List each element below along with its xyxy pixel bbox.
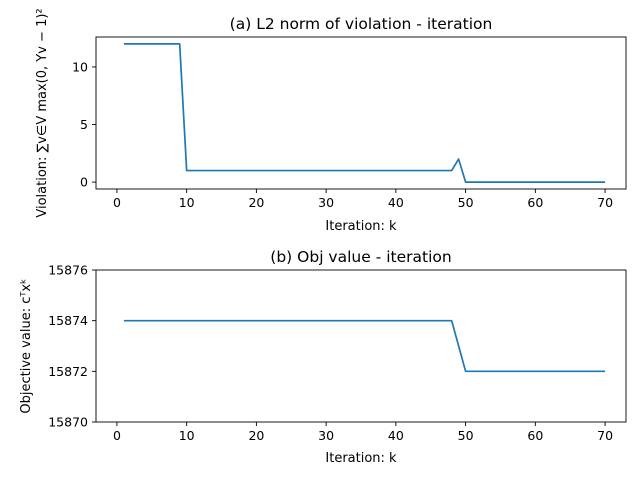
x-tick-label: 0 bbox=[113, 195, 121, 210]
series-marks bbox=[123, 43, 606, 183]
x-tick-label: 10 bbox=[179, 195, 195, 210]
y-axis-label-text: Violation: bbox=[35, 152, 50, 217]
x-tick-label: 20 bbox=[248, 428, 264, 443]
x-tick-label: 50 bbox=[458, 428, 474, 443]
chart-title: (a) L2 norm of violation - iteration bbox=[230, 15, 493, 33]
x-tick-label: 30 bbox=[318, 428, 334, 443]
x-tick-label: 40 bbox=[388, 195, 404, 210]
x-tick-label: 40 bbox=[388, 428, 404, 443]
series-line bbox=[123, 43, 606, 183]
x-tick-label: 10 bbox=[179, 428, 195, 443]
plot-frame bbox=[95, 269, 627, 423]
x-axis-label: Iteration: k bbox=[325, 451, 397, 466]
y-tick-label: 15874 bbox=[48, 313, 88, 328]
y-axis-label-text: Objective value: bbox=[19, 304, 34, 414]
x-tick-label: 0 bbox=[113, 428, 121, 443]
y-axis-label: Violation: ∑v∈V max(0, Yv − 1)² bbox=[35, 8, 50, 217]
plot-frame bbox=[95, 36, 627, 190]
y-tick-label: 5 bbox=[80, 117, 88, 132]
x-tick-label: 60 bbox=[527, 428, 543, 443]
chart-title: (b) Obj value - iteration bbox=[270, 248, 451, 266]
y-axis-label-math: ∑v∈V max(0, Yv − 1)² bbox=[35, 8, 50, 152]
y-tick-label: 15870 bbox=[48, 415, 88, 430]
y-tick-label: 15872 bbox=[48, 364, 88, 379]
series-marks bbox=[123, 319, 606, 373]
x-tick-label: 60 bbox=[527, 195, 543, 210]
x-tick-label: 20 bbox=[248, 195, 264, 210]
x-tick-label: 50 bbox=[458, 195, 474, 210]
axis-ticks: 0 10 20 30 40 50 60 70 0 5 10 bbox=[72, 59, 613, 210]
y-tick-label: 10 bbox=[72, 59, 88, 74]
series-line bbox=[123, 319, 606, 373]
y-axis-label: Objective value: cᵀxᵏ bbox=[19, 278, 34, 413]
chart-violation: (a) L2 norm of violation - iteration Ite… bbox=[35, 8, 627, 234]
y-tick-label: 0 bbox=[80, 175, 88, 190]
y-tick-label: 15876 bbox=[48, 263, 88, 278]
x-tick-label: 30 bbox=[318, 195, 334, 210]
axis-ticks: 0 10 20 30 40 50 60 70 15870 15872 15874 15876 bbox=[48, 263, 613, 444]
x-axis-label: Iteration: k bbox=[325, 219, 397, 234]
chart-objective: (b) Obj value - iteration Iteration: k O… bbox=[19, 248, 627, 466]
y-axis-label-math: cᵀxᵏ bbox=[19, 278, 34, 303]
x-tick-label: 70 bbox=[597, 195, 613, 210]
x-tick-label: 70 bbox=[597, 428, 613, 443]
